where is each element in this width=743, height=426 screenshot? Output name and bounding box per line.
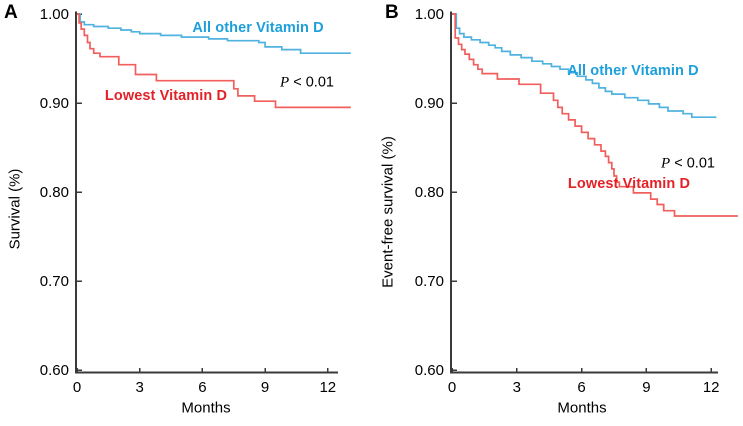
panel-b-x-axis-label: Months [557,399,607,417]
p-symbol: P [661,155,671,172]
x-tick-label: 3 [513,379,521,396]
km-curve-lowest-vitamin-d [77,13,351,109]
panel-a-plot: 1.00 0.90 0.80 0.70 0.600 3 6 9 12 [40,6,351,396]
x-tick-label: 12 [703,379,720,396]
y-tick-label: 1.00 [415,6,444,23]
x-tick-label: 6 [198,379,206,396]
y-tick-label: 0.70 [415,273,444,290]
panel-b-series-label-all-other-vitamin-d: All other Vitamin D [567,63,699,79]
x-tick-label: 6 [577,379,585,396]
panel-b-letter: B [385,2,399,23]
panel-b: 1.00 0.90 0.80 0.70 0.60 0 3 6 9 12 B Event-free … [372,0,743,426]
x-tick-label: 3 [136,379,144,396]
p-value-text: < 0.01 [670,155,715,172]
panel-b-p-value: P < 0.01 [661,156,715,173]
x-tick-label: 0 [73,379,81,396]
x-tick-label: 0 [448,379,456,396]
y-tick-label: 0.80 [415,184,444,201]
panel-a: 1.00 0.90 0.80 0.70 0.60 0 3 6 9 12 A Survival (%… [4,2,351,417]
km-curve-lowest-vitamin-d [452,13,738,217]
panel-a-p-value: P < 0.01 [280,75,334,92]
y-tick-label: 0.60 [40,362,69,379]
y-tick-label: 0.60 [415,362,444,379]
panel-a-series-label-all-other-vitamin-d: All other Vitamin D [192,20,324,36]
p-symbol: P [280,74,290,91]
x-tick-label: 9 [642,379,650,396]
p-value-text: < 0.01 [289,74,334,91]
y-tick-label: 0.90 [415,95,444,112]
km-curve-all-other-vitamin-d [77,13,351,55]
km-curve-all-other-vitamin-d [452,13,717,119]
panel-b-series-label-lowest-vitamin-d: Lowest Vitamin D [567,176,691,192]
y-tick-label: 1.00 [40,6,69,23]
y-tick-label: 0.80 [40,184,69,201]
panel-a-letter: A [4,2,18,23]
panel-a-x-axis-label: Months [181,399,231,417]
panel-a-series-label-lowest-vitamin-d: Lowest Vitamin D [104,88,228,104]
y-tick-label: 0.70 [40,273,69,290]
x-tick-label: 9 [261,379,269,396]
y-tick-label: 0.90 [40,95,69,112]
panel-a-y-axis-label: Survival (%) [6,168,24,250]
x-tick-label: 12 [319,379,336,396]
panel-b-plot: 1.00 0.90 0.80 0.70 0.600 3 6 9 12 [415,6,738,396]
panel-b-y-axis-label: Event-free survival (%) [379,136,397,288]
